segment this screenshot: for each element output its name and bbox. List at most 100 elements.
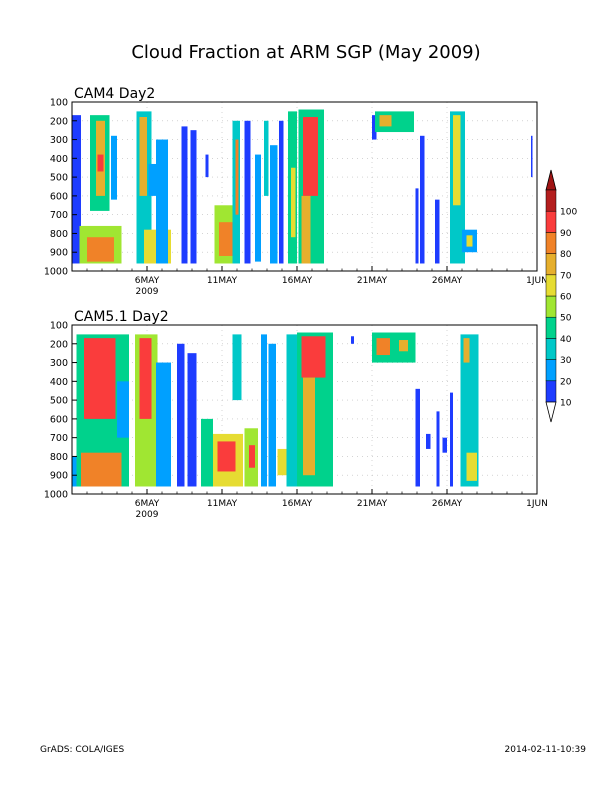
cloud-cell xyxy=(450,392,453,487)
cloud-cell xyxy=(232,334,242,401)
y-tick-label: 400 xyxy=(50,377,68,388)
plot-frame xyxy=(71,324,538,495)
y-tick-label: 200 xyxy=(50,116,68,127)
y-tick-label: 200 xyxy=(50,339,68,350)
y-tick-label: 100 xyxy=(50,321,68,332)
cloud-cell xyxy=(249,445,255,468)
y-tick-label: 800 xyxy=(50,229,68,240)
cloud-cell xyxy=(261,334,267,487)
cloud-cell xyxy=(291,167,296,238)
colorbar-segment xyxy=(545,380,557,403)
cloud-cell xyxy=(435,199,440,264)
y-tick-label: 600 xyxy=(50,414,68,425)
footer-left: GrADS: COLA/IGES xyxy=(40,745,124,755)
y-tick-label: 300 xyxy=(50,135,68,146)
colorbar-segment xyxy=(545,232,557,254)
cloud-cell xyxy=(399,340,408,352)
cloud-cell xyxy=(81,452,122,487)
cloud-cell xyxy=(111,135,117,200)
cloud-cell xyxy=(156,139,168,264)
cloud-cell xyxy=(436,411,440,487)
cloud-cell xyxy=(277,448,287,476)
cloud-cell xyxy=(205,154,209,178)
colorbar-segment xyxy=(545,274,557,297)
cloud-cell xyxy=(372,115,377,140)
cloud-cell xyxy=(463,338,470,363)
x-tick-sublabel: 2009 xyxy=(136,510,159,520)
cloud-cell xyxy=(301,336,326,378)
cloud-cell xyxy=(531,135,533,178)
colorbar-label: 70 xyxy=(560,271,572,281)
colorbar-label: 100 xyxy=(560,208,577,218)
colorbar-label: 30 xyxy=(560,356,572,366)
x-tick-label: 16MAY xyxy=(282,499,313,509)
y-tick-label: 700 xyxy=(50,433,68,444)
cloud-cell xyxy=(279,120,284,264)
cloud-cell xyxy=(181,126,188,264)
panel-1: CAM4 Day2 100 200 300 400 500 600 700 800 900 1000… xyxy=(44,86,548,297)
colorbar: 10 20 30 40 50 60 70 80 90 100 xyxy=(545,169,577,423)
x-tick-label: 21MAY xyxy=(357,276,388,286)
cloud-cell xyxy=(426,433,431,449)
cloud-cell xyxy=(460,334,479,487)
y-tick-label: 1000 xyxy=(44,267,68,278)
colorbar-segment xyxy=(545,295,557,318)
cloud-cell xyxy=(303,117,318,196)
cloud-cell xyxy=(420,135,425,264)
y-tick-label: 100 xyxy=(50,98,68,109)
footer-right: 2014-02-11-10:39 xyxy=(505,745,587,755)
x-tick-label: 6MAY xyxy=(135,499,160,509)
cloud-cell xyxy=(466,452,477,481)
x-tick-label: 11MAY xyxy=(207,276,238,286)
cloud-cell xyxy=(270,145,278,264)
cloud-cell xyxy=(415,388,420,487)
colorbar-label: 80 xyxy=(560,250,572,260)
y-tick-label: 1000 xyxy=(44,490,68,501)
x-tick-label: 11MAY xyxy=(207,499,238,509)
cloud-cell xyxy=(97,154,104,172)
x-tick-label: 6MAY xyxy=(135,276,160,286)
cloud-cell xyxy=(466,235,473,247)
x-tick-label: 21MAY xyxy=(357,499,388,509)
cloud-cell xyxy=(264,120,269,196)
colorbar-segment xyxy=(545,359,557,382)
colorbar-over-triangle xyxy=(545,169,557,191)
cloud-cell xyxy=(201,418,213,487)
cloud-cell xyxy=(139,338,152,419)
chart-panels: CAM4 Day2 100 200 300 400 500 600 700 800 900 1000… xyxy=(44,86,548,520)
cloud-cell xyxy=(235,139,239,215)
y-tick-label: 600 xyxy=(50,191,68,202)
y-tick-label: 400 xyxy=(50,154,68,165)
colorbar-segment xyxy=(545,253,557,276)
cloud-cell xyxy=(139,117,147,196)
colorbar-segment xyxy=(545,316,557,339)
figure-title: Cloud Fraction at ARM SGP (May 2009) xyxy=(131,42,480,63)
colorbar-label: 50 xyxy=(560,314,572,324)
cloud-cell xyxy=(415,188,419,264)
cloud-cell xyxy=(87,237,114,262)
panel-title: CAM4 Day2 xyxy=(74,86,155,102)
y-tick-label: 300 xyxy=(50,358,68,369)
cloud-cell xyxy=(453,115,461,206)
cloud-cell xyxy=(379,115,392,127)
cloud-cell xyxy=(148,163,159,196)
x-tick-label: 26MAY xyxy=(432,276,463,286)
cloud-cells xyxy=(72,109,533,264)
cloud-cell xyxy=(442,437,447,453)
cloud-cell xyxy=(303,377,315,476)
y-tick-label: 900 xyxy=(50,248,68,259)
cloud-cell xyxy=(268,343,276,487)
cloud-cell xyxy=(376,338,390,356)
x-tick-label: 1JUN xyxy=(526,276,548,286)
cloud-cells xyxy=(72,332,479,487)
cloud-cell xyxy=(217,441,236,472)
colorbar-label: 20 xyxy=(560,377,572,387)
cloud-cell xyxy=(301,195,311,264)
colorbar-label: 10 xyxy=(560,399,572,409)
cloud-cell xyxy=(187,353,197,487)
cloud-cell xyxy=(117,381,129,438)
x-tick-sublabel: 2009 xyxy=(136,287,159,297)
colorbar-segment xyxy=(545,338,557,360)
plot-frame xyxy=(71,101,538,272)
